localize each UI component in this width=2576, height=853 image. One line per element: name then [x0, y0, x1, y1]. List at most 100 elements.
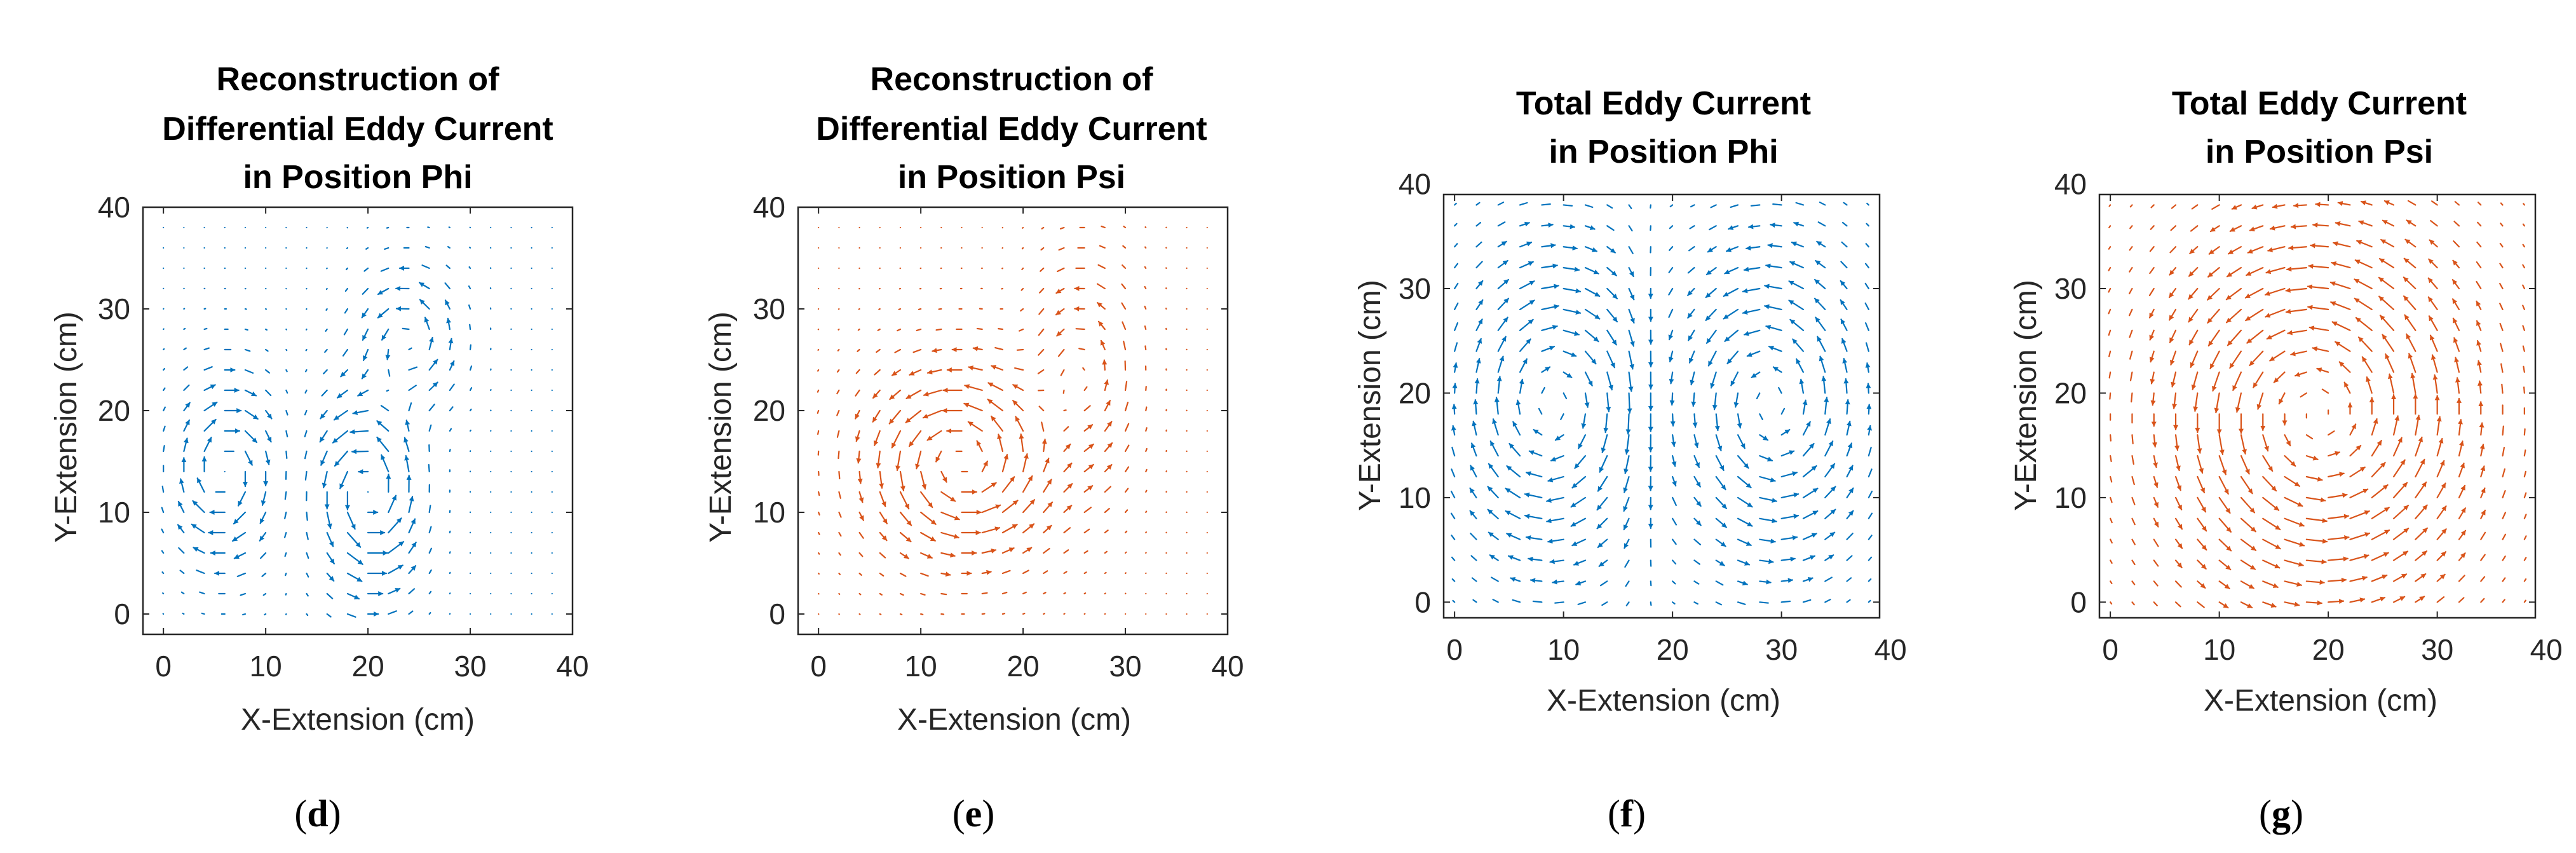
quiver-arrow	[1469, 487, 1477, 498]
quiver-arrow	[264, 613, 267, 616]
quiver-arrow	[922, 409, 942, 419]
quiver-arrow	[940, 531, 959, 539]
quiver-arrow	[1584, 246, 1597, 252]
quiver-arrow	[2218, 517, 2232, 533]
quiver-arrow	[449, 406, 454, 412]
quiver-arrow	[872, 389, 881, 399]
quiver-arrow	[2225, 287, 2242, 301]
quiver-arrow	[1541, 263, 1558, 269]
quiver-arrow	[2453, 337, 2460, 352]
quiver-arrow	[386, 389, 390, 392]
quiver-arrow	[879, 572, 885, 577]
quiver-arrow	[1470, 533, 1477, 540]
quiver-arrow	[2315, 201, 2329, 207]
quiver-arrow	[2502, 512, 2506, 519]
quiver-arrow	[1824, 440, 1834, 457]
quiver-arrow	[1532, 600, 1543, 603]
y-tick-label: 40	[1399, 168, 1431, 201]
quiver-arrow	[987, 382, 1004, 392]
quiver-arrow	[1022, 453, 1029, 473]
quiver-arrow	[1577, 601, 1587, 605]
quiver-arrow	[1707, 350, 1717, 367]
y-tick-label: 20	[2054, 376, 2087, 409]
panel-g-title-line-2: in Position Psi	[2206, 133, 2433, 170]
quiver-arrow	[1475, 358, 1481, 373]
quiver-arrow	[1599, 455, 1608, 473]
quiver-arrow	[1122, 321, 1127, 331]
quiver-arrow	[1764, 283, 1782, 290]
quiver-arrow	[2427, 296, 2438, 310]
quiver-arrow	[1043, 570, 1048, 575]
quiver-arrow	[818, 511, 820, 516]
quiver-arrow	[899, 552, 909, 559]
quiver-arrow	[405, 420, 410, 432]
quiver-arrow	[2262, 434, 2269, 452]
quiver-arrow	[180, 591, 185, 595]
quiver-arrow	[2110, 580, 2113, 585]
quiver-arrow	[468, 266, 471, 270]
quiver-arrow	[1519, 299, 1535, 310]
quiver-arrow	[336, 389, 349, 399]
quiver-arrow	[2214, 392, 2220, 414]
quiver-arrow	[2403, 295, 2417, 310]
quiver-arrow	[1813, 278, 1826, 290]
quiver-arrow	[1122, 245, 1127, 249]
quiver-arrow	[1650, 204, 1651, 209]
quiver-arrow	[357, 389, 369, 397]
quiver-arrow	[926, 430, 942, 441]
quiver-arrow	[899, 511, 912, 526]
quiver-arrow	[2149, 350, 2155, 363]
quiver-arrow	[2131, 517, 2136, 526]
quiver-arrow	[1471, 577, 1477, 582]
quiver-arrow	[244, 328, 248, 331]
panel-d-title-line-1: Reconstruction of	[217, 61, 500, 98]
quiver-arrow	[1099, 245, 1106, 249]
quiver-arrow	[1554, 434, 1564, 441]
quiver-arrow	[2153, 559, 2159, 567]
quiver-arrow	[2172, 392, 2177, 409]
quiver-arrow	[285, 409, 288, 416]
quiver-arrow	[1737, 434, 1746, 449]
quiver-arrow	[877, 328, 881, 331]
quiver-arrow	[2284, 517, 2305, 527]
panel-e-label: (e)	[952, 793, 995, 835]
quiver-arrow	[2392, 482, 2408, 498]
quiver-arrow	[2522, 284, 2525, 290]
quiver-arrow	[2476, 320, 2482, 331]
quiver-arrow	[1623, 475, 1630, 493]
quiver-arrow	[2392, 459, 2406, 478]
quiver-arrow	[191, 523, 205, 534]
quiver-arrow	[2247, 246, 2264, 254]
quiver-arrow	[2218, 559, 2232, 571]
quiver-arrow	[2218, 475, 2229, 495]
quiver-arrow	[2371, 440, 2382, 457]
quiver-arrow	[388, 369, 391, 377]
quiver-arrow	[2500, 222, 2504, 227]
quiver-arrow	[1497, 317, 1508, 331]
quiver-arrow	[2436, 437, 2444, 457]
quiver-arrow	[419, 299, 430, 310]
quiver-arrow	[265, 430, 272, 443]
quiver-arrow	[2305, 600, 2322, 606]
quiver-arrow	[1519, 201, 1528, 206]
quiver-arrow	[1597, 475, 1608, 492]
quiver-arrow	[265, 389, 272, 397]
quiver-arrow	[1022, 570, 1029, 575]
quiver-arrow	[193, 547, 205, 554]
quiver-arrow	[1802, 577, 1813, 582]
quiver-arrow	[2458, 529, 2467, 540]
quiver-arrow	[265, 348, 269, 352]
quiver-arrow	[2522, 325, 2525, 331]
quiver-arrow	[326, 531, 334, 547]
quiver-arrow	[2371, 552, 2389, 561]
quiver-arrow	[2288, 245, 2307, 250]
quiver-arrow	[1813, 297, 1826, 310]
quiver-arrow	[1510, 577, 1521, 582]
quiver-arrow	[2290, 350, 2307, 357]
x-tick-label: 40	[2530, 633, 2563, 666]
quiver-arrow	[183, 347, 187, 351]
quiver-arrow	[1541, 325, 1558, 331]
quiver-arrow	[408, 542, 417, 554]
quiver-arrow	[1843, 201, 1848, 206]
quiver-arrow	[2207, 329, 2220, 347]
